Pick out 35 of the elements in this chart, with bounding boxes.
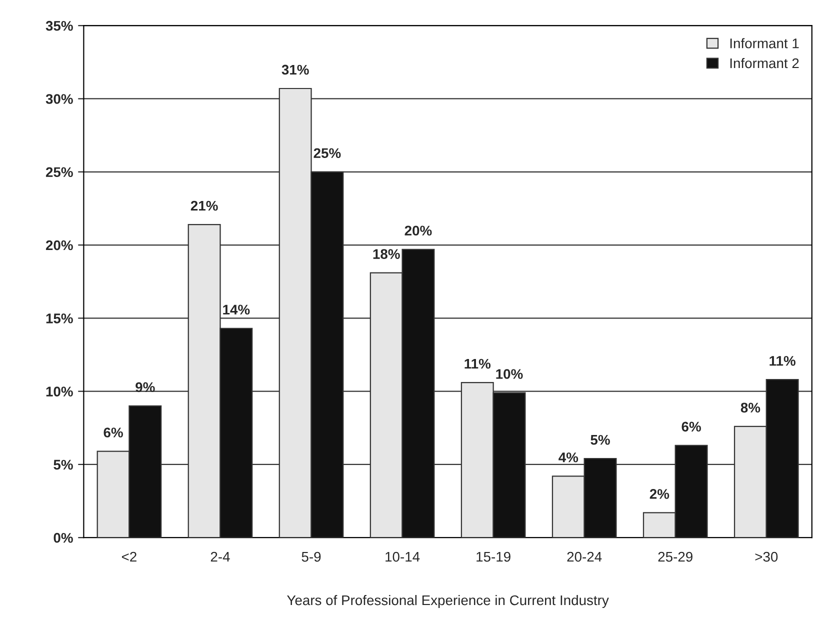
x-axis-title: Years of Professional Experience in Current Industry <box>287 594 609 608</box>
y-tick-label: 35% <box>46 20 73 31</box>
data-label: 9% <box>136 382 155 392</box>
legend-label: Informant 1 <box>730 38 799 48</box>
x-tick-label: >30 <box>755 552 778 562</box>
x-tick-label: 20-24 <box>567 552 602 562</box>
data-label: 6% <box>104 428 123 438</box>
data-label: 11% <box>770 356 796 366</box>
y-tick-label: 25% <box>46 167 73 178</box>
y-tick-label: 20% <box>46 240 73 250</box>
x-tick-label: <2 <box>122 552 136 562</box>
data-label: 21% <box>190 200 218 211</box>
data-label: 11% <box>464 358 491 369</box>
data-label: 18% <box>373 249 400 259</box>
x-tick-label: 5-9 <box>302 552 321 562</box>
legend-label: Informant 2 <box>730 58 799 68</box>
data-label: 25% <box>314 148 341 158</box>
y-tick-label: 10% <box>46 386 73 396</box>
x-tick-label: 15-19 <box>476 552 510 562</box>
data-label: 2% <box>650 489 670 499</box>
data-label: 10% <box>496 369 523 379</box>
y-tick-label: 15% <box>46 314 73 324</box>
y-tick-label: 0% <box>54 532 73 543</box>
data-label: 6% <box>682 422 701 432</box>
data-label: 20% <box>404 226 432 236</box>
x-tick-label: 10-14 <box>386 552 420 562</box>
data-label: 31% <box>282 64 309 75</box>
data-label: 5% <box>590 434 610 445</box>
y-tick-label: 5% <box>54 460 73 470</box>
data-label: 4% <box>558 452 578 462</box>
y-tick-label: 30% <box>46 94 73 104</box>
data-label: 8% <box>740 402 760 413</box>
data-label: 14% <box>223 304 250 315</box>
x-tick-label: 25-29 <box>658 552 692 562</box>
x-tick-label: 2-4 <box>210 552 230 562</box>
